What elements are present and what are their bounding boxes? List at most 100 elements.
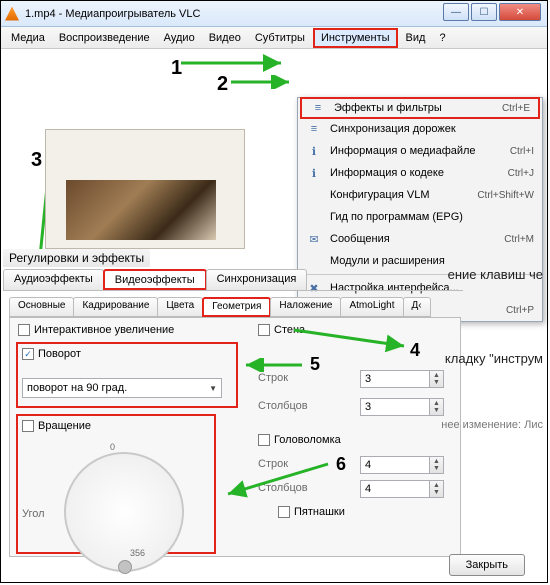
rotate-label: Поворот <box>38 348 81 360</box>
cols-label-1: Столбцов <box>258 400 308 412</box>
subtab-4[interactable]: Наложение <box>270 297 341 317</box>
angle-label: Угол <box>22 508 45 520</box>
arrow-2 <box>231 75 297 89</box>
angle-max: 356 <box>130 548 145 558</box>
menubar: МедиаВоспроизведениеАудиоВидеоСубтитрыИн… <box>1 27 547 49</box>
pyatnashki-check[interactable]: Пятнашки <box>278 506 345 518</box>
rows-spin-2[interactable]: ▲▼ <box>360 456 444 474</box>
rotate-check[interactable]: ✓Поворот <box>22 348 81 360</box>
tabs-level2: ОсновныеКадрированиеЦветаГеометрияНаложе… <box>9 297 459 317</box>
cols-input-2[interactable] <box>360 480 430 498</box>
arrow-5 <box>242 358 306 372</box>
menu-icon: ✉ <box>306 231 322 247</box>
step-2: 2 <box>217 73 228 96</box>
close-fx-button[interactable]: Закрыть <box>449 554 525 576</box>
menu-субтитры[interactable]: Субтитры <box>249 30 311 46</box>
puzzle-label: Головоломка <box>274 434 341 446</box>
rows-input-2[interactable] <box>360 456 430 474</box>
subtab-3[interactable]: Геометрия <box>202 297 271 317</box>
interactive-zoom-check[interactable]: Интерактивное увеличение <box>18 324 174 336</box>
rotate-combo-value: поворот на 90 град. <box>27 382 127 394</box>
menu-icon: ℹ <box>306 143 322 159</box>
menu-item[interactable]: ≡ Синхронизация дорожек <box>298 118 542 140</box>
side-text-c: нее изменение: Лис <box>441 419 543 431</box>
maximize-button[interactable]: ☐ <box>471 3 497 21</box>
stepper-icon[interactable]: ▲▼ <box>430 480 444 498</box>
menu-видео[interactable]: Видео <box>203 30 247 46</box>
cols-input-1[interactable] <box>360 398 430 416</box>
geometry-panel: Интерактивное увеличение ✓Поворот поворо… <box>9 317 461 557</box>
menu-label: Информация о кодеке <box>330 167 500 179</box>
cols-spin-2[interactable]: ▲▼ <box>360 480 444 498</box>
menu-инструменты[interactable]: Инструменты <box>313 28 398 48</box>
subtab-0[interactable]: Основные <box>9 297 74 317</box>
menu-item[interactable]: ≡ Эффекты и фильтры Ctrl+E <box>300 97 540 119</box>
menu-label: Синхронизация дорожек <box>330 123 526 135</box>
menu-label: Информация о медиафайле <box>330 145 502 157</box>
minimize-button[interactable]: — <box>443 3 469 21</box>
rows-spin-1[interactable]: ▲▼ <box>360 370 444 388</box>
interactive-zoom-label: Интерактивное увеличение <box>34 324 174 336</box>
menu-icon <box>306 209 322 225</box>
stepper-icon[interactable]: ▲▼ <box>430 398 444 416</box>
menu-shortcut: Ctrl+M <box>504 234 534 245</box>
menu-item[interactable]: ℹ Информация о медиафайле Ctrl+I <box>298 140 542 162</box>
menu-label: Модули и расширения <box>330 255 526 267</box>
rows-input-1[interactable] <box>360 370 430 388</box>
stepper-icon[interactable]: ▲▼ <box>430 370 444 388</box>
arrow-6 <box>224 460 334 500</box>
rotation-dial[interactable] <box>64 452 184 572</box>
titlebar: 1.mp4 - Медиапроигрыватель VLC — ☐ ✕ <box>1 1 547 27</box>
rotation-check[interactable]: Вращение <box>22 420 91 432</box>
menu-label: Гид по программам (EPG) <box>330 211 526 223</box>
fx-window-title: Регулировки и эффекты <box>3 249 150 267</box>
pyatnashki-label: Пятнашки <box>294 506 345 518</box>
menu-label: Эффекты и фильтры <box>334 102 494 114</box>
puzzle-check[interactable]: Головоломка <box>258 434 341 446</box>
subtab-5[interactable]: AtmoLight <box>340 297 403 317</box>
rotate-group-highlight: ✓Поворот поворот на 90 град. ▼ <box>16 342 238 408</box>
menu-icon <box>306 187 322 203</box>
subtab-2[interactable]: Цвета <box>157 297 203 317</box>
arrow-1 <box>181 53 291 73</box>
menu-shortcut: Ctrl+E <box>502 103 530 114</box>
menu-item[interactable]: Гид по программам (EPG) <box>298 206 542 228</box>
menu-item[interactable]: Конфигурация VLM Ctrl+Shift+W <box>298 184 542 206</box>
menu-icon: ℹ <box>306 165 322 181</box>
menu-медиа[interactable]: Медиа <box>5 30 51 46</box>
menu-item[interactable]: ✉ Сообщения Ctrl+M <box>298 228 542 250</box>
rotation-label: Вращение <box>38 420 91 432</box>
video-area: 1 2 3 ≡Эффекты и фильтрыCtrl+E≡Синхрониз… <box>1 49 547 249</box>
side-text-a: ение клавиш че <box>448 267 543 282</box>
menu-label: Сообщения <box>330 233 496 245</box>
step-6: 6 <box>336 454 346 475</box>
menu-shortcut: Ctrl+I <box>510 146 534 157</box>
menu-label: Конфигурация VLM <box>330 189 469 201</box>
rotate-combo[interactable]: поворот на 90 град. ▼ <box>22 378 222 398</box>
menu-icon <box>306 253 322 269</box>
tabs-level1: АудиоэффектыВидеоэффектыСинхронизация <box>3 269 463 291</box>
window-title: 1.mp4 - Медиапроигрыватель VLC <box>25 8 200 20</box>
subtab-6[interactable]: Д‹ <box>403 297 431 317</box>
chevron-down-icon: ▼ <box>209 384 217 393</box>
menu-вид[interactable]: Вид <box>400 30 432 46</box>
menu-icon: ≡ <box>306 121 322 137</box>
stepper-icon[interactable]: ▲▼ <box>430 456 444 474</box>
close-button[interactable]: ✕ <box>499 3 541 21</box>
menu-shortcut: Ctrl+P <box>506 305 534 316</box>
tab-1[interactable]: Видеоэффекты <box>103 269 207 290</box>
menu-?[interactable]: ? <box>433 30 451 46</box>
rows-label-1: Строк <box>258 372 288 384</box>
tab-0[interactable]: Аудиоэффекты <box>3 269 104 290</box>
side-text-b: кладку "инструм <box>445 351 543 366</box>
step-5: 5 <box>310 354 320 375</box>
menu-icon: ≡ <box>310 100 326 116</box>
menu-item[interactable]: ℹИнформация о кодекеCtrl+J <box>298 162 542 184</box>
subtab-1[interactable]: Кадрирование <box>73 297 158 317</box>
cols-spin-1[interactable]: ▲▼ <box>360 398 444 416</box>
menu-аудио[interactable]: Аудио <box>158 30 201 46</box>
video-thumbnail <box>45 129 245 249</box>
menu-shortcut: Ctrl+Shift+W <box>477 190 534 201</box>
tab-2[interactable]: Синхронизация <box>206 269 308 290</box>
menu-воспроизведение[interactable]: Воспроизведение <box>53 30 156 46</box>
